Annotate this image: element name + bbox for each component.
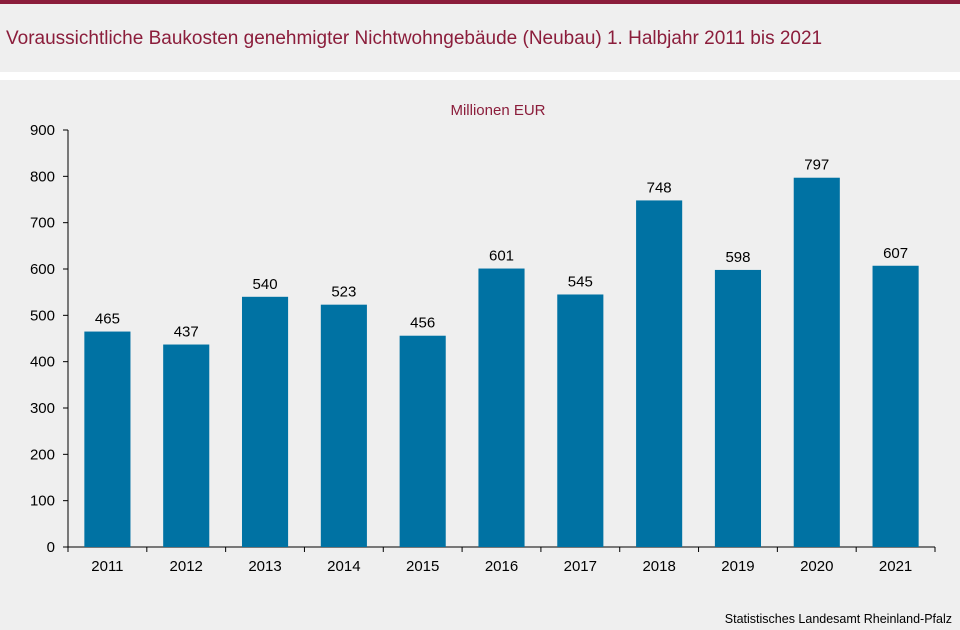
data-label: 748	[647, 179, 672, 196]
data-label: 540	[253, 276, 278, 293]
y-tick-label: 100	[30, 493, 55, 510]
bar	[320, 304, 367, 547]
bar	[163, 344, 210, 547]
data-label: 437	[174, 324, 199, 341]
data-label: 465	[95, 311, 120, 328]
x-tick-label: 2012	[170, 558, 203, 575]
data-label: 456	[410, 315, 435, 332]
top-accent-rule	[0, 0, 960, 4]
source-note: Statistisches Landesamt Rheinland-Pfalz	[724, 612, 952, 626]
bar	[714, 269, 762, 547]
y-tick-label: 400	[30, 354, 55, 371]
bar	[636, 200, 683, 547]
x-tick-label: 2017	[564, 558, 597, 575]
data-label: 607	[883, 245, 908, 262]
data-labels: 465 437 540 523 456 601 545 748 598 797 607	[95, 157, 908, 341]
y-tick-label: 300	[30, 400, 55, 417]
bar	[872, 265, 919, 547]
y-tick-label: 600	[30, 261, 55, 278]
data-label: 601	[489, 248, 514, 265]
x-tick-label: 2018	[642, 558, 675, 575]
x-tick-label: 2014	[327, 558, 360, 575]
bar-chart: Millionen EUR 0 100 200 300 400 500 600 700 800 9…	[30, 102, 936, 575]
data-label: 545	[568, 273, 593, 290]
x-tick-label: 2019	[721, 558, 754, 575]
data-label: 598	[725, 249, 750, 266]
x-tick-label: 2011	[91, 558, 123, 575]
bar	[241, 296, 289, 547]
bar	[84, 331, 131, 547]
data-label: 523	[331, 284, 356, 301]
bar	[399, 335, 446, 547]
y-tick-label: 800	[30, 168, 55, 185]
y-tick-label: 700	[30, 215, 55, 232]
x-tick-label: 2013	[248, 558, 281, 575]
unit-label: Millionen EUR	[450, 102, 545, 119]
y-tick-label: 200	[30, 446, 55, 463]
bar	[478, 268, 525, 547]
bar	[557, 294, 604, 547]
x-tick-label: 2016	[485, 558, 518, 575]
chart-title: Voraussichtliche Baukosten genehmigter N…	[6, 28, 823, 49]
chart-panel: Millionen EUR 0 100 200 300 400 500 600 700 800 9…	[0, 80, 960, 630]
y-axis: 0 100 200 300 400 500 600 700 800 900	[30, 122, 69, 556]
bar	[793, 177, 840, 547]
header: Voraussichtliche Baukosten genehmigter N…	[0, 4, 960, 72]
y-tick-label: 500	[30, 307, 55, 324]
x-axis: 2011 2012 2013 2014 2015 2016 2017 2018 2019 2020…	[67, 546, 936, 575]
x-tick-label: 2015	[406, 558, 439, 575]
bars	[84, 177, 919, 547]
x-tick-label: 2020	[800, 558, 833, 575]
y-tick-label: 900	[30, 122, 55, 139]
y-tick-label: 0	[47, 539, 55, 556]
data-label: 797	[804, 157, 829, 174]
x-tick-label: 2021	[879, 558, 912, 575]
